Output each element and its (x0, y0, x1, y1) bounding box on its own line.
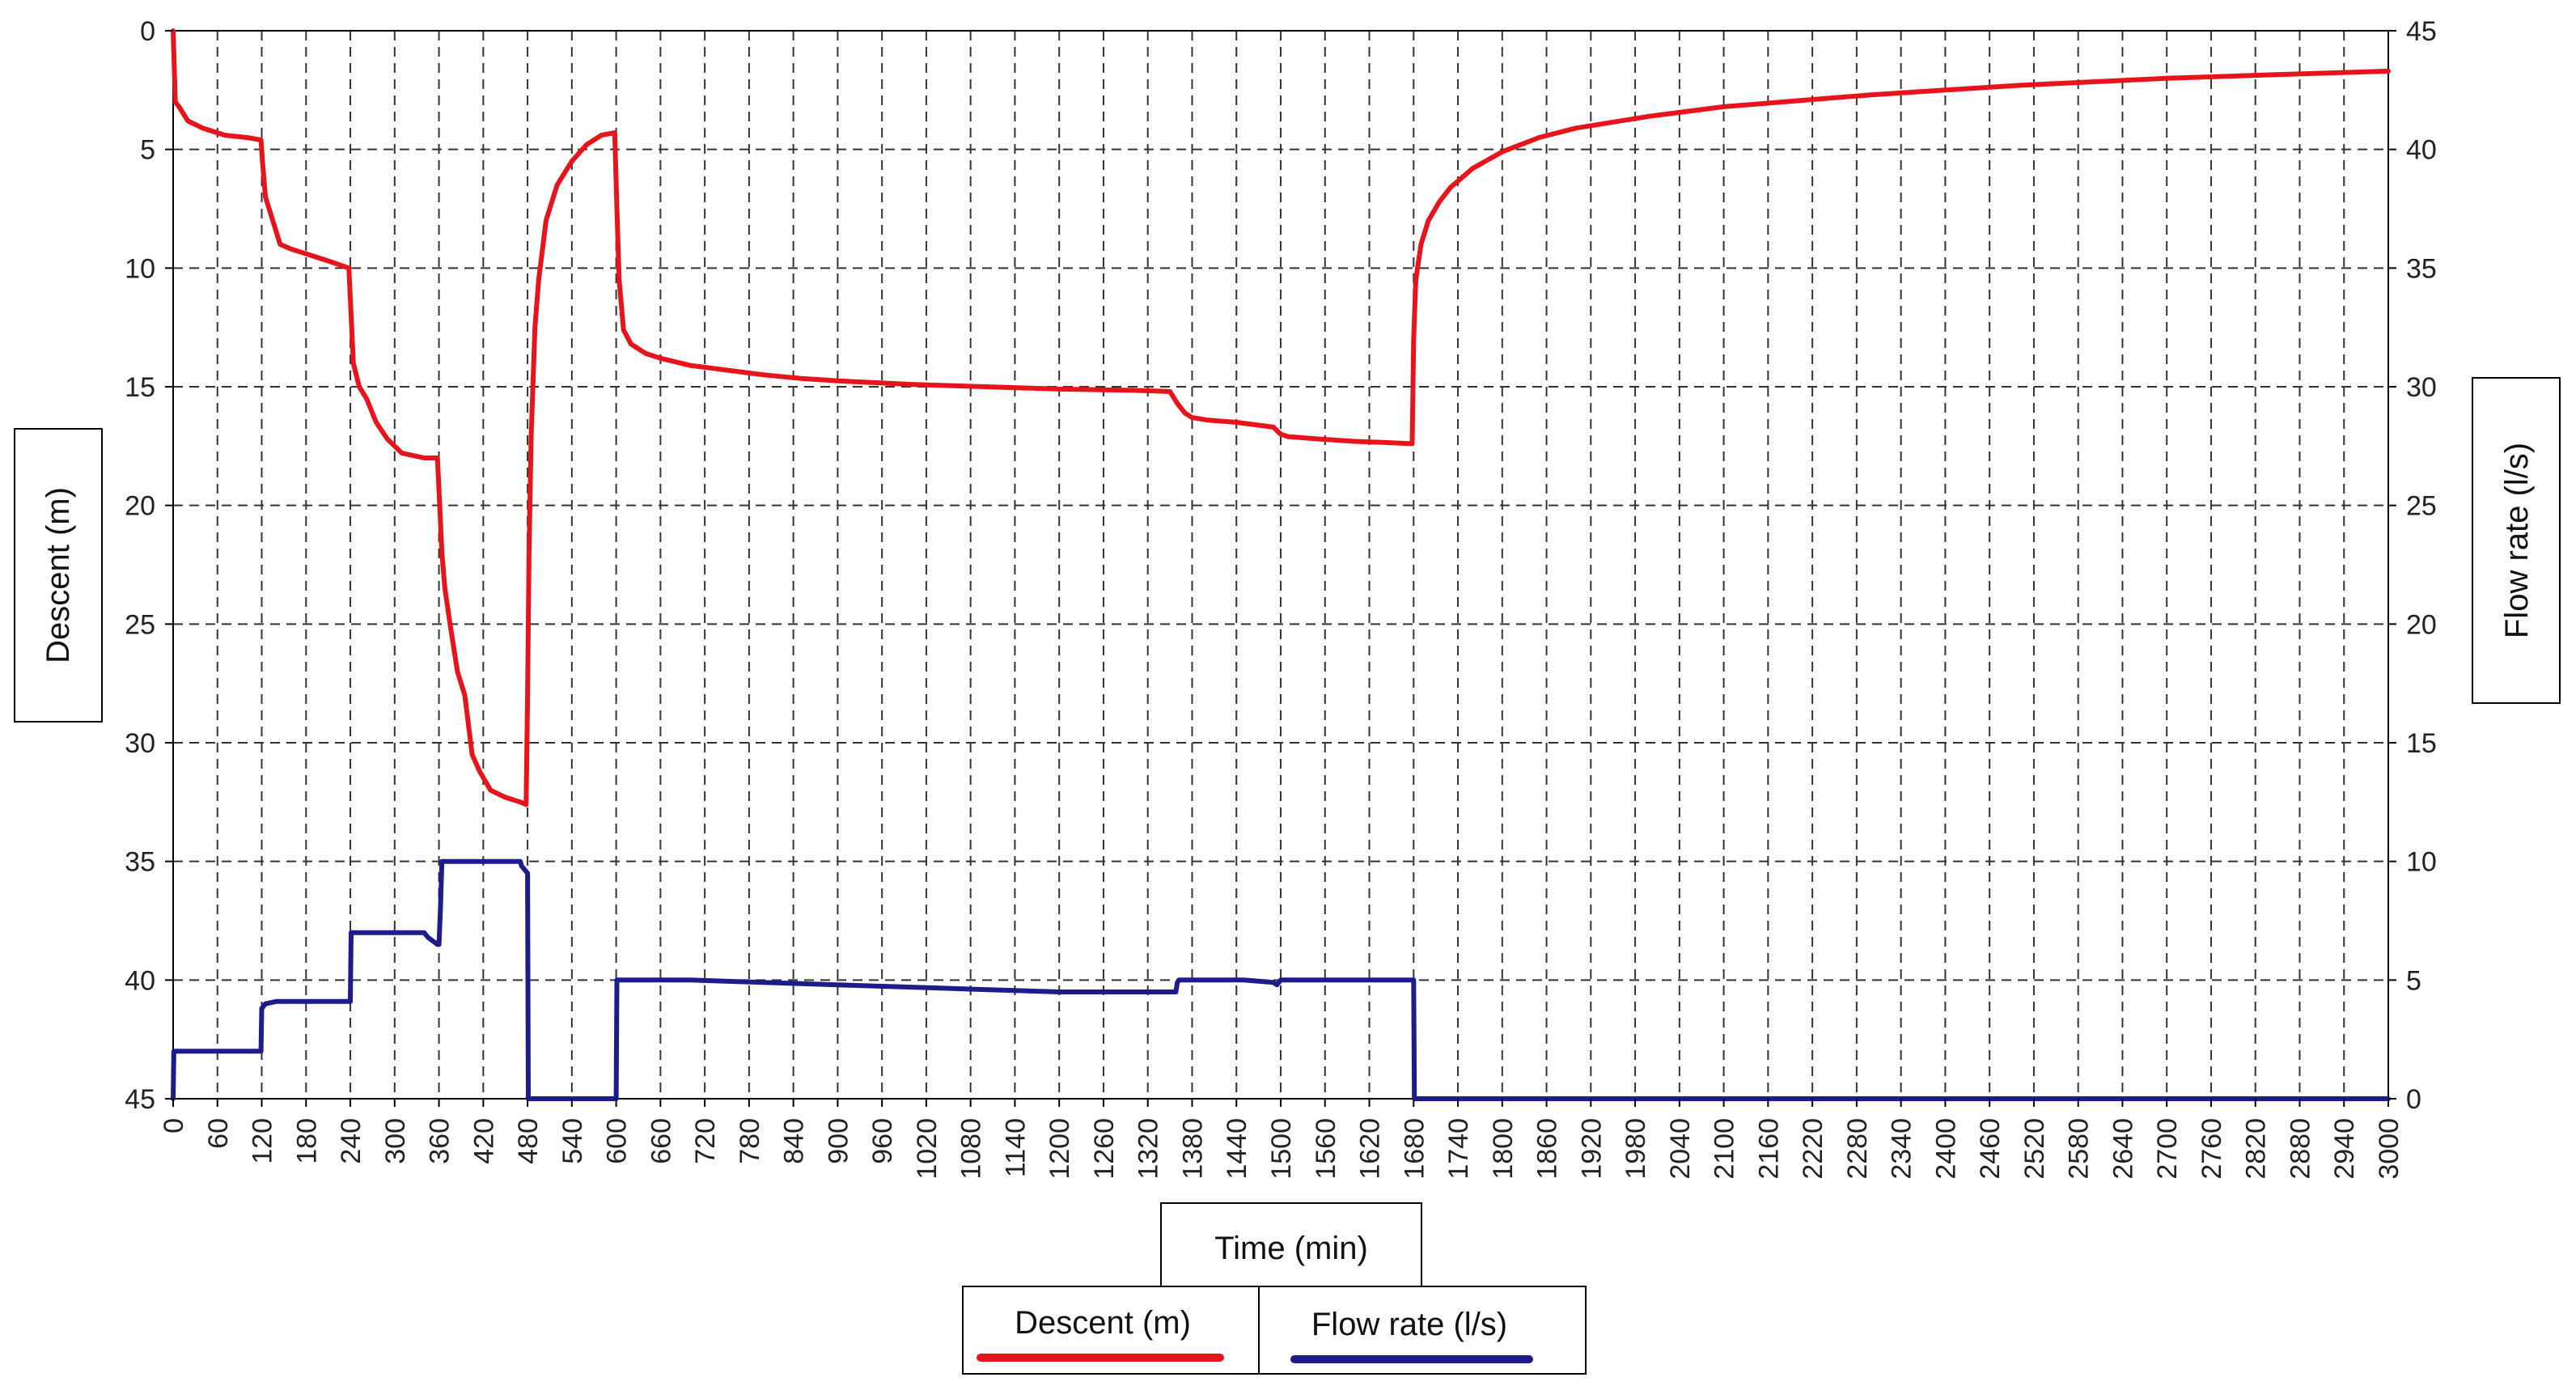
x-tick-label: 900 (823, 1118, 854, 1164)
x-tick-label: 2520 (2019, 1118, 2050, 1180)
y2-axis-ticks: 45 40 35 30 25 20 15 10 5 0 (2388, 16, 2437, 1115)
x-tick-label: 1560 (1311, 1118, 1341, 1180)
y2-axis-title-box: Flow rate (l/s) (2472, 377, 2561, 704)
x-tick-label: 1320 (1133, 1118, 1164, 1180)
x-tick-label: 2460 (1975, 1118, 2006, 1180)
y-tick-label: 10 (125, 253, 155, 284)
x-tick-label: 1080 (956, 1118, 987, 1180)
x-tick-label: 1440 (1222, 1118, 1252, 1180)
legend-label-flow: Flow rate (l/s) (1311, 1307, 1507, 1342)
legend-item-flow: Flow rate (l/s) (1290, 1307, 1533, 1363)
series-line-descent (171, 28, 2391, 807)
x-tick-label: 360 (425, 1118, 455, 1164)
y-tick-label: 5 (140, 135, 155, 166)
x-tick-label: 1680 (1399, 1118, 1430, 1180)
y2-tick-label: 30 (2406, 372, 2437, 403)
x-tick-label: 1800 (1488, 1118, 1519, 1180)
x-tick-label: 0 (159, 1118, 189, 1134)
y2-tick-label: 35 (2406, 253, 2437, 284)
x-tick-label: 1740 (1443, 1118, 1474, 1180)
x-tick-label: 120 (248, 1118, 278, 1164)
x-tick-label: 2340 (1887, 1118, 1917, 1180)
x-tick-label: 2280 (1842, 1118, 1873, 1180)
x-tick-label: 2400 (1930, 1118, 1961, 1180)
x-axis-ticks: 0 60 120 180 240 300 360 420 480 540 600 660 720 780 8… (159, 1099, 2404, 1180)
y-axis-title-box: Descent (m) (14, 428, 103, 723)
y-tick-label: 0 (140, 16, 155, 47)
x-tick-label: 3000 (2374, 1118, 2404, 1180)
y2-tick-label: 5 (2406, 965, 2421, 996)
x-tick-label: 540 (557, 1118, 588, 1164)
legend: Descent (m) Flow rate (l/s) (962, 1286, 1587, 1375)
legend-label-descent: Descent (m) (1015, 1305, 1191, 1341)
x-tick-label: 1020 (912, 1118, 943, 1180)
x-tick-label: 960 (867, 1118, 898, 1164)
x-tick-label: 780 (735, 1118, 765, 1164)
series-line-flow-rate (171, 858, 2391, 1101)
x-tick-label: 60 (203, 1118, 234, 1149)
x-tick-label: 480 (513, 1118, 544, 1164)
x-tick-label: 1140 (1000, 1118, 1031, 1177)
y2-tick-label: 0 (2406, 1084, 2421, 1115)
y2-tick-label: 15 (2406, 728, 2437, 759)
y-axis-title: Descent (m) (40, 487, 76, 663)
x-tick-label: 840 (779, 1118, 810, 1164)
x-tick-label: 1620 (1355, 1118, 1386, 1180)
x-axis-title-box: Time (min) (1160, 1202, 1422, 1291)
y-tick-label: 25 (125, 609, 155, 640)
y-tick-label: 40 (125, 965, 155, 996)
x-tick-label: 2880 (2285, 1118, 2315, 1180)
x-tick-label: 2160 (1753, 1118, 1784, 1180)
legend-item-descent: Descent (m) (977, 1305, 1224, 1362)
x-tick-label: 720 (690, 1118, 721, 1164)
x-tick-label: 420 (468, 1118, 499, 1164)
x-tick-label: 1920 (1576, 1118, 1607, 1180)
y-tick-label: 35 (125, 847, 155, 878)
series-layer (171, 28, 2391, 1101)
x-tick-label: 1500 (1266, 1118, 1297, 1180)
x-tick-label: 2040 (1665, 1118, 1696, 1180)
x-tick-label: 240 (336, 1118, 366, 1164)
x-tick-label: 180 (291, 1118, 322, 1164)
x-tick-label: 2940 (2329, 1118, 2360, 1180)
x-tick-label: 2220 (1798, 1118, 1828, 1180)
y2-tick-label: 25 (2406, 491, 2437, 522)
x-tick-label: 1260 (1089, 1118, 1120, 1180)
y-tick-label: 45 (125, 1084, 155, 1115)
x-tick-label: 1860 (1532, 1118, 1563, 1180)
x-tick-label: 1980 (1621, 1118, 1651, 1180)
y-tick-label: 15 (125, 372, 155, 403)
x-tick-label: 2100 (1710, 1118, 1740, 1180)
x-tick-label: 1380 (1177, 1118, 1208, 1180)
x-tick-label: 2580 (2064, 1118, 2095, 1180)
y-tick-label: 20 (125, 491, 155, 522)
x-tick-label: 2760 (2197, 1118, 2227, 1180)
y2-tick-label: 20 (2406, 609, 2437, 640)
x-tick-label: 2820 (2241, 1118, 2272, 1180)
x-tick-label: 2700 (2152, 1118, 2183, 1180)
y-axis-ticks: 0 5 10 15 20 25 30 35 40 45 (125, 16, 173, 1115)
grid (173, 31, 2388, 1099)
x-tick-label: 300 (380, 1118, 411, 1164)
x-tick-label: 1200 (1044, 1118, 1075, 1180)
y2-tick-label: 40 (2406, 135, 2437, 166)
x-axis-title: Time (min) (1214, 1231, 1368, 1266)
y2-tick-label: 45 (2406, 16, 2437, 47)
y-tick-label: 30 (125, 728, 155, 759)
y2-tick-label: 10 (2406, 847, 2437, 878)
x-tick-label: 660 (646, 1118, 676, 1164)
y2-axis-title: Flow rate (l/s) (2499, 443, 2535, 638)
x-tick-label: 2640 (2108, 1118, 2138, 1180)
x-tick-label: 600 (602, 1118, 633, 1164)
